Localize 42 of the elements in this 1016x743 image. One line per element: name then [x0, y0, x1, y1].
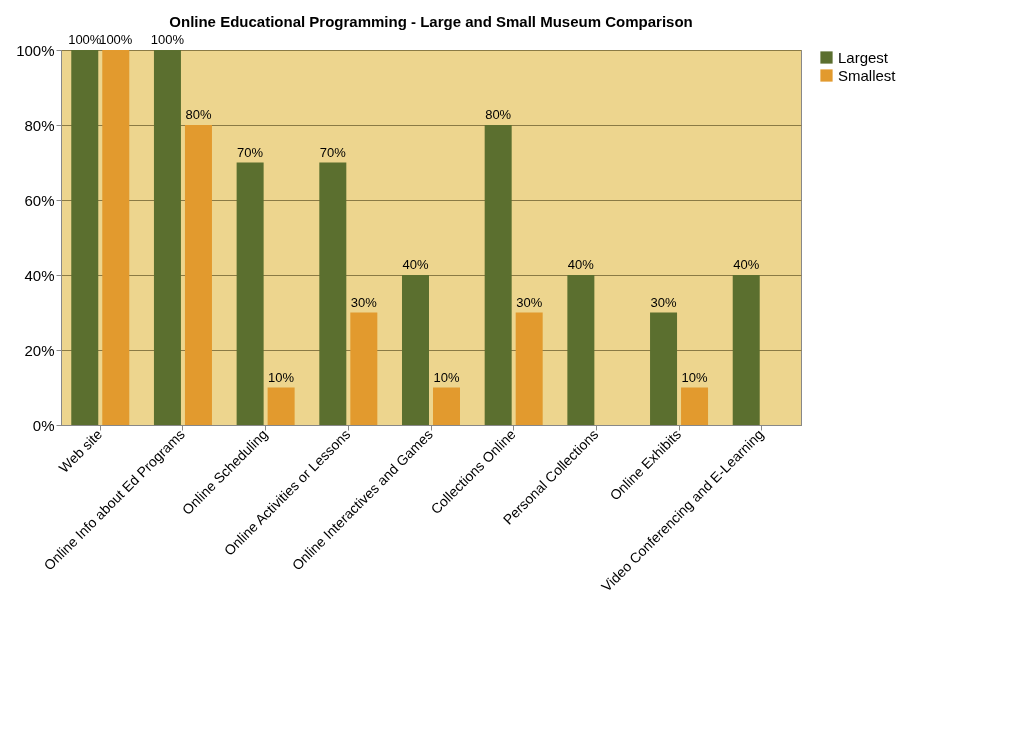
bar — [236, 162, 264, 425]
bar — [433, 387, 460, 425]
data-label: 30% — [516, 294, 543, 310]
data-label: 10% — [433, 369, 460, 385]
bar — [350, 312, 378, 425]
data-label: 40% — [733, 257, 760, 272]
y-tick-label: 100% — [16, 41, 55, 59]
legend-label: Smallest — [838, 66, 897, 84]
bar — [650, 312, 678, 425]
bar — [267, 387, 295, 425]
data-label: 30% — [350, 294, 378, 310]
data-label: 80% — [485, 107, 512, 122]
bar — [153, 50, 181, 425]
data-label: 70% — [237, 144, 264, 160]
data-label: 10% — [681, 369, 708, 385]
bar — [515, 312, 543, 425]
y-tick-label: 60% — [24, 191, 55, 209]
data-label: 100% — [68, 32, 102, 47]
y-tick-label: 20% — [24, 341, 55, 359]
bar — [732, 275, 760, 425]
data-label: 100% — [150, 32, 185, 47]
data-label: 10% — [268, 369, 295, 385]
data-label: 80% — [185, 107, 212, 122]
bar — [184, 125, 212, 425]
data-label: 40% — [402, 257, 429, 272]
y-tick-label: 0% — [32, 416, 55, 434]
bar — [102, 50, 130, 425]
legend-label: Largest — [838, 48, 889, 66]
data-label: 40% — [567, 257, 595, 272]
data-label: 70% — [319, 144, 347, 160]
data-label: 100% — [99, 32, 133, 47]
bar — [484, 125, 512, 425]
chart-title: Online Educational Programming - Large and Small Museum Comparison — [169, 13, 693, 30]
x-tick-label: Web site — [55, 425, 106, 476]
bar — [319, 162, 347, 425]
y-tick-label: 40% — [24, 266, 55, 284]
data-label: 30% — [650, 294, 677, 310]
bar — [681, 387, 709, 425]
y-tick-label: 80% — [24, 116, 55, 134]
bar — [71, 50, 99, 425]
bar — [567, 275, 595, 425]
bar — [402, 275, 429, 425]
